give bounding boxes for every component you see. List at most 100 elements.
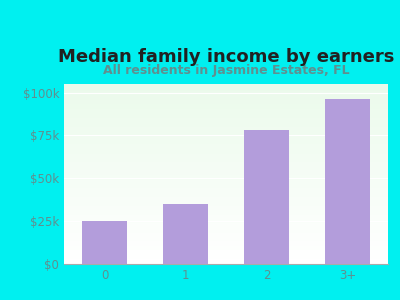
Bar (64, 132, 388, 133)
Bar (64, 247, 388, 248)
Bar (64, 174, 388, 175)
Bar (64, 169, 388, 170)
Bar (64, 212, 388, 214)
Bar (64, 218, 388, 220)
Bar (64, 145, 388, 146)
Bar (64, 188, 388, 190)
Bar (64, 138, 388, 139)
Bar (64, 166, 388, 167)
Bar (64, 187, 388, 188)
Bar (64, 180, 388, 181)
Bar (64, 175, 388, 176)
Bar (64, 196, 388, 197)
Bar (64, 254, 388, 256)
Bar (64, 242, 388, 244)
Bar (64, 228, 388, 229)
Bar (64, 143, 388, 144)
Bar (64, 239, 388, 240)
Bar (64, 168, 388, 169)
Bar (64, 167, 388, 168)
Bar (64, 259, 388, 260)
Bar (64, 106, 388, 107)
Bar (64, 97, 388, 98)
Bar (64, 179, 388, 180)
Bar (64, 131, 388, 132)
Bar (64, 178, 388, 179)
Bar (64, 199, 388, 200)
Bar (64, 198, 388, 199)
Bar (64, 197, 388, 198)
Bar (64, 113, 388, 114)
Bar (64, 217, 388, 218)
Bar (64, 253, 388, 254)
Bar (64, 122, 388, 124)
Bar (64, 229, 388, 230)
Bar (64, 258, 388, 259)
Bar (64, 130, 388, 131)
Bar (64, 88, 388, 89)
Bar (64, 104, 388, 106)
Bar (64, 260, 388, 262)
Bar (64, 209, 388, 210)
Bar (64, 223, 388, 224)
Bar (64, 182, 388, 184)
Bar (64, 240, 388, 241)
Bar (64, 221, 388, 222)
Text: All residents in Jasmine Estates, FL: All residents in Jasmine Estates, FL (103, 64, 349, 77)
Bar (64, 190, 388, 191)
Bar (163, 204, 208, 264)
Bar (64, 114, 388, 115)
Bar (64, 211, 388, 212)
Bar (64, 208, 388, 209)
Bar (64, 250, 388, 251)
Bar (64, 157, 388, 158)
Bar (64, 163, 388, 164)
Bar (64, 186, 388, 187)
Bar (64, 215, 388, 216)
Bar (64, 173, 388, 174)
Bar (64, 103, 388, 104)
Bar (64, 85, 388, 86)
Bar (64, 108, 388, 109)
Bar (64, 252, 388, 253)
Bar (64, 124, 388, 125)
Bar (64, 262, 388, 263)
Bar (64, 140, 388, 142)
Bar (64, 170, 388, 172)
Bar (64, 125, 388, 126)
Bar (64, 248, 388, 250)
Bar (64, 152, 388, 154)
Bar (64, 245, 388, 246)
Bar (64, 151, 388, 152)
Bar (64, 101, 388, 102)
Bar (64, 257, 388, 258)
Bar (64, 150, 388, 151)
Bar (64, 95, 388, 96)
Bar (64, 119, 388, 120)
Bar (64, 146, 388, 148)
Bar (64, 84, 388, 85)
Bar (64, 90, 388, 91)
Bar (64, 230, 388, 232)
Bar (64, 96, 388, 97)
Bar (64, 161, 388, 162)
Bar (64, 226, 388, 227)
Bar (64, 127, 388, 128)
Bar (64, 203, 388, 204)
Bar (64, 234, 388, 235)
Bar (64, 263, 388, 264)
Bar (64, 92, 388, 94)
Bar (64, 246, 388, 247)
Bar (64, 227, 388, 228)
Bar (325, 99, 370, 264)
Bar (64, 137, 388, 138)
Bar (64, 139, 388, 140)
Bar (64, 184, 388, 185)
Bar (64, 89, 388, 90)
Bar (64, 172, 388, 173)
Bar (64, 142, 388, 143)
Bar (244, 130, 289, 264)
Bar (64, 164, 388, 166)
Bar (64, 232, 388, 233)
Bar (64, 222, 388, 223)
